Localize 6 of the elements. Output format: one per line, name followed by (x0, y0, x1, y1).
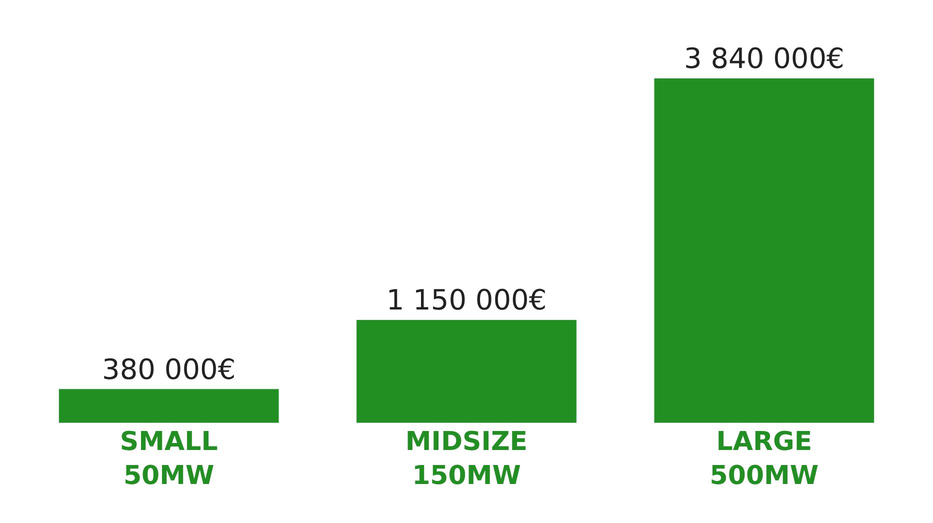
data-label: 380 000€ (102, 352, 236, 386)
data-label: 1 150 000€ (386, 284, 547, 317)
data-label: 3 840 000€ (684, 42, 844, 76)
x-tick-label: MIDSIZE 150MW (405, 427, 528, 491)
x-tick-label: LARGE 500MW (710, 427, 819, 491)
x-tick-label: SMALL 50MW (120, 427, 218, 491)
